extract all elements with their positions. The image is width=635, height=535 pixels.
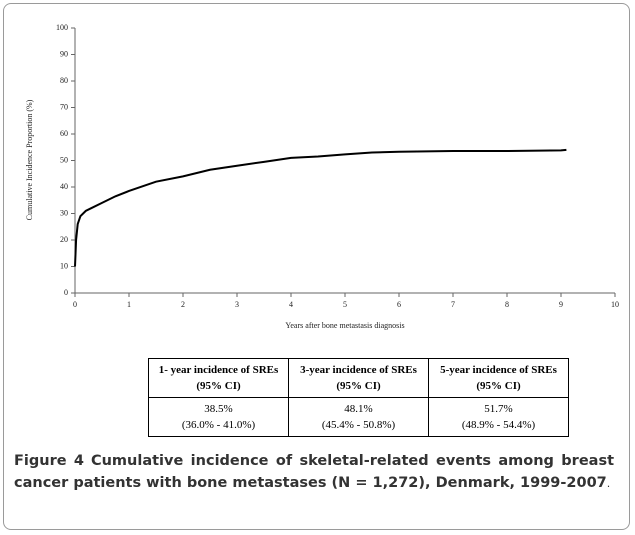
x-tick-label: 3 bbox=[235, 300, 239, 309]
cell: 51.7% (48.9% - 54.4%) bbox=[428, 397, 569, 437]
caption: Figure 4 Cumulative incidence of skeleta… bbox=[14, 450, 614, 495]
header-row: 1- year incidence of SREs (95% CI) 3-year… bbox=[148, 358, 569, 398]
header-text: 5-year incidence of SREs bbox=[440, 364, 557, 376]
y-tick-label: 100 bbox=[56, 23, 68, 32]
caption-end: . bbox=[606, 477, 611, 490]
cell-value: 38.5% bbox=[204, 403, 233, 415]
y-tick-label: 50 bbox=[60, 155, 68, 164]
incidence-table: 1- year incidence of SREs (95% CI) 3-year… bbox=[148, 358, 569, 437]
incidence-curve bbox=[74, 148, 567, 267]
cell: 38.5% (36.0% - 41.0%) bbox=[148, 397, 289, 437]
x-tick-label: 7 bbox=[451, 300, 455, 309]
cell-ci: (36.0% - 41.0%) bbox=[181, 419, 256, 431]
header-text: 1- year incidence of SREs bbox=[158, 364, 279, 376]
x-tick-label: 5 bbox=[343, 300, 347, 309]
chart: Cumulative Incidence Proportion (%) Year… bbox=[25, 23, 619, 330]
y-tick-label: 30 bbox=[60, 208, 68, 217]
header-text: 3-year incidence of SREs bbox=[300, 364, 417, 376]
body-row: 38.5% (36.0% - 41.0%) 48.1% (45.4% - 50.8%… bbox=[148, 397, 569, 437]
y-tick-label: 40 bbox=[60, 182, 68, 191]
header-cell: 5-year incidence of SREs (95% CI) bbox=[428, 358, 569, 398]
caption-text: Cumulative incidence of skeletal-related… bbox=[14, 453, 615, 491]
x-tick-label: 10 bbox=[611, 300, 619, 309]
y-axis-label: Cumulative Incidence Proportion (%) bbox=[25, 99, 34, 220]
y-tick-label: 60 bbox=[60, 129, 68, 138]
cell: 48.1% (45.4% - 50.8%) bbox=[288, 397, 429, 437]
x-tick-label: 0 bbox=[73, 300, 77, 309]
figure-frame bbox=[3, 3, 630, 530]
cell-ci: (48.9% - 54.4%) bbox=[461, 419, 536, 431]
header-cell: 3-year incidence of SREs (95% CI) bbox=[288, 358, 429, 398]
header-text: (95% CI) bbox=[336, 380, 381, 392]
cell-value: 48.1% bbox=[344, 403, 373, 415]
x-tick-label: 8 bbox=[505, 300, 509, 309]
x-tick-label: 1 bbox=[127, 300, 131, 309]
x-axis-label: Years after bone metastasis diagnosis bbox=[285, 321, 404, 330]
header-cell: 1- year incidence of SREs (95% CI) bbox=[148, 358, 289, 398]
header-text: (95% CI) bbox=[196, 380, 241, 392]
x-tick-label: 4 bbox=[289, 300, 293, 309]
y-tick-label: 70 bbox=[60, 102, 68, 111]
cell-value: 51.7% bbox=[484, 403, 513, 415]
caption-label: Figure 4 bbox=[14, 453, 85, 469]
y-tick-label: 0 bbox=[64, 288, 68, 297]
header-text: (95% CI) bbox=[476, 380, 521, 392]
x-tick-label: 6 bbox=[397, 300, 401, 309]
x-tick-label: 9 bbox=[559, 300, 563, 309]
y-tick-label: 20 bbox=[60, 235, 68, 244]
cell-ci: (45.4% - 50.8%) bbox=[321, 419, 396, 431]
y-tick-label: 80 bbox=[60, 76, 68, 85]
y-tick-label: 10 bbox=[60, 261, 68, 270]
y-tick-label: 90 bbox=[60, 49, 68, 58]
x-tick-label: 2 bbox=[181, 300, 185, 309]
